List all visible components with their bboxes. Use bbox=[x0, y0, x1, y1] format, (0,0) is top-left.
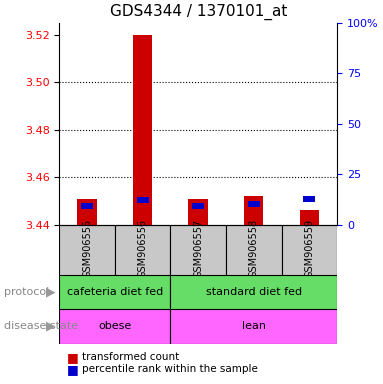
Bar bbox=[81, 203, 93, 209]
Bar bbox=[248, 201, 260, 207]
Bar bbox=[59, 275, 170, 309]
Text: ▶: ▶ bbox=[46, 320, 56, 333]
Text: GSM906557: GSM906557 bbox=[193, 219, 203, 278]
Text: cafeteria diet fed: cafeteria diet fed bbox=[67, 287, 163, 297]
Bar bbox=[170, 309, 337, 344]
Text: disease state: disease state bbox=[4, 321, 78, 331]
Text: lean: lean bbox=[242, 321, 266, 331]
Text: GSM906555: GSM906555 bbox=[82, 219, 92, 278]
Text: GSM906558: GSM906558 bbox=[249, 219, 259, 278]
Text: transformed count: transformed count bbox=[82, 352, 180, 362]
Bar bbox=[133, 35, 152, 225]
Text: standard diet fed: standard diet fed bbox=[206, 287, 302, 297]
Bar bbox=[77, 199, 97, 225]
Bar bbox=[170, 225, 226, 275]
Bar bbox=[170, 275, 337, 309]
Bar bbox=[115, 225, 170, 275]
Bar bbox=[244, 196, 264, 225]
Bar bbox=[188, 199, 208, 225]
Bar bbox=[59, 309, 170, 344]
Text: ■: ■ bbox=[67, 363, 79, 376]
Bar bbox=[300, 210, 319, 225]
Text: ▶: ▶ bbox=[46, 285, 56, 298]
Text: GSM906556: GSM906556 bbox=[137, 219, 148, 278]
Bar bbox=[137, 197, 149, 203]
Bar bbox=[303, 196, 315, 202]
Bar bbox=[226, 225, 282, 275]
Text: obese: obese bbox=[98, 321, 131, 331]
Title: GDS4344 / 1370101_at: GDS4344 / 1370101_at bbox=[110, 4, 287, 20]
Text: GSM906559: GSM906559 bbox=[304, 219, 314, 278]
Text: ■: ■ bbox=[67, 351, 79, 364]
Bar bbox=[59, 225, 115, 275]
Bar bbox=[282, 225, 337, 275]
Text: protocol: protocol bbox=[4, 287, 49, 297]
Text: percentile rank within the sample: percentile rank within the sample bbox=[82, 364, 258, 374]
Bar bbox=[192, 203, 204, 209]
